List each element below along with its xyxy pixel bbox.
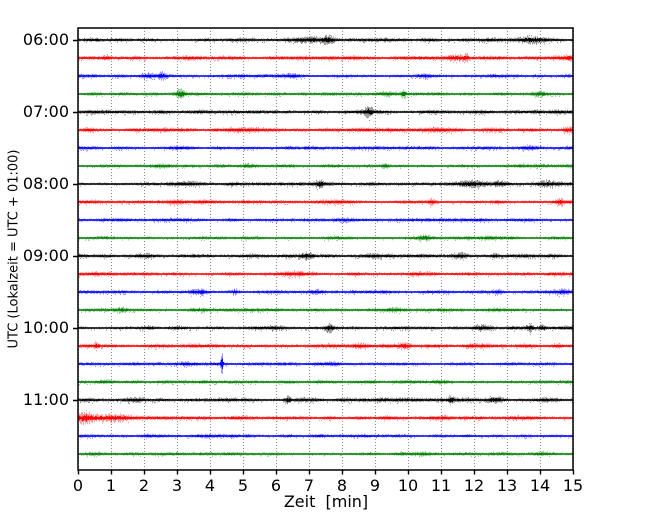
x-tick-label: 6 bbox=[270, 476, 282, 495]
x-tick-label: 0 bbox=[72, 476, 84, 495]
y-tick-label: 06:00 bbox=[22, 30, 69, 49]
y-tick-label: 07:00 bbox=[22, 102, 69, 121]
y-tick-label: 10:00 bbox=[22, 318, 69, 337]
x-tick-label: 14 bbox=[529, 476, 551, 495]
x-tick-label: 12 bbox=[463, 476, 485, 495]
x-tick-label: 5 bbox=[237, 476, 249, 495]
x-tick-label: 1 bbox=[105, 476, 117, 495]
y-tick-label: 08:00 bbox=[22, 174, 69, 193]
x-tick-label: 9 bbox=[369, 476, 381, 495]
x-tick-label: 8 bbox=[336, 476, 348, 495]
x-tick-label: 10 bbox=[397, 476, 419, 495]
x-tick-label: 4 bbox=[204, 476, 216, 495]
y-tick-label: 09:00 bbox=[22, 246, 69, 265]
x-tick-label: 13 bbox=[496, 476, 518, 495]
x-tick-label: 2 bbox=[138, 476, 150, 495]
x-tick-label: 3 bbox=[171, 476, 183, 495]
x-tick-label: 15 bbox=[562, 476, 584, 495]
x-tick-label: 7 bbox=[303, 476, 315, 495]
x-axis-label: Zeit [min] bbox=[283, 492, 369, 511]
y-tick-label: 11:00 bbox=[22, 390, 69, 409]
x-tick-label: 11 bbox=[430, 476, 452, 495]
